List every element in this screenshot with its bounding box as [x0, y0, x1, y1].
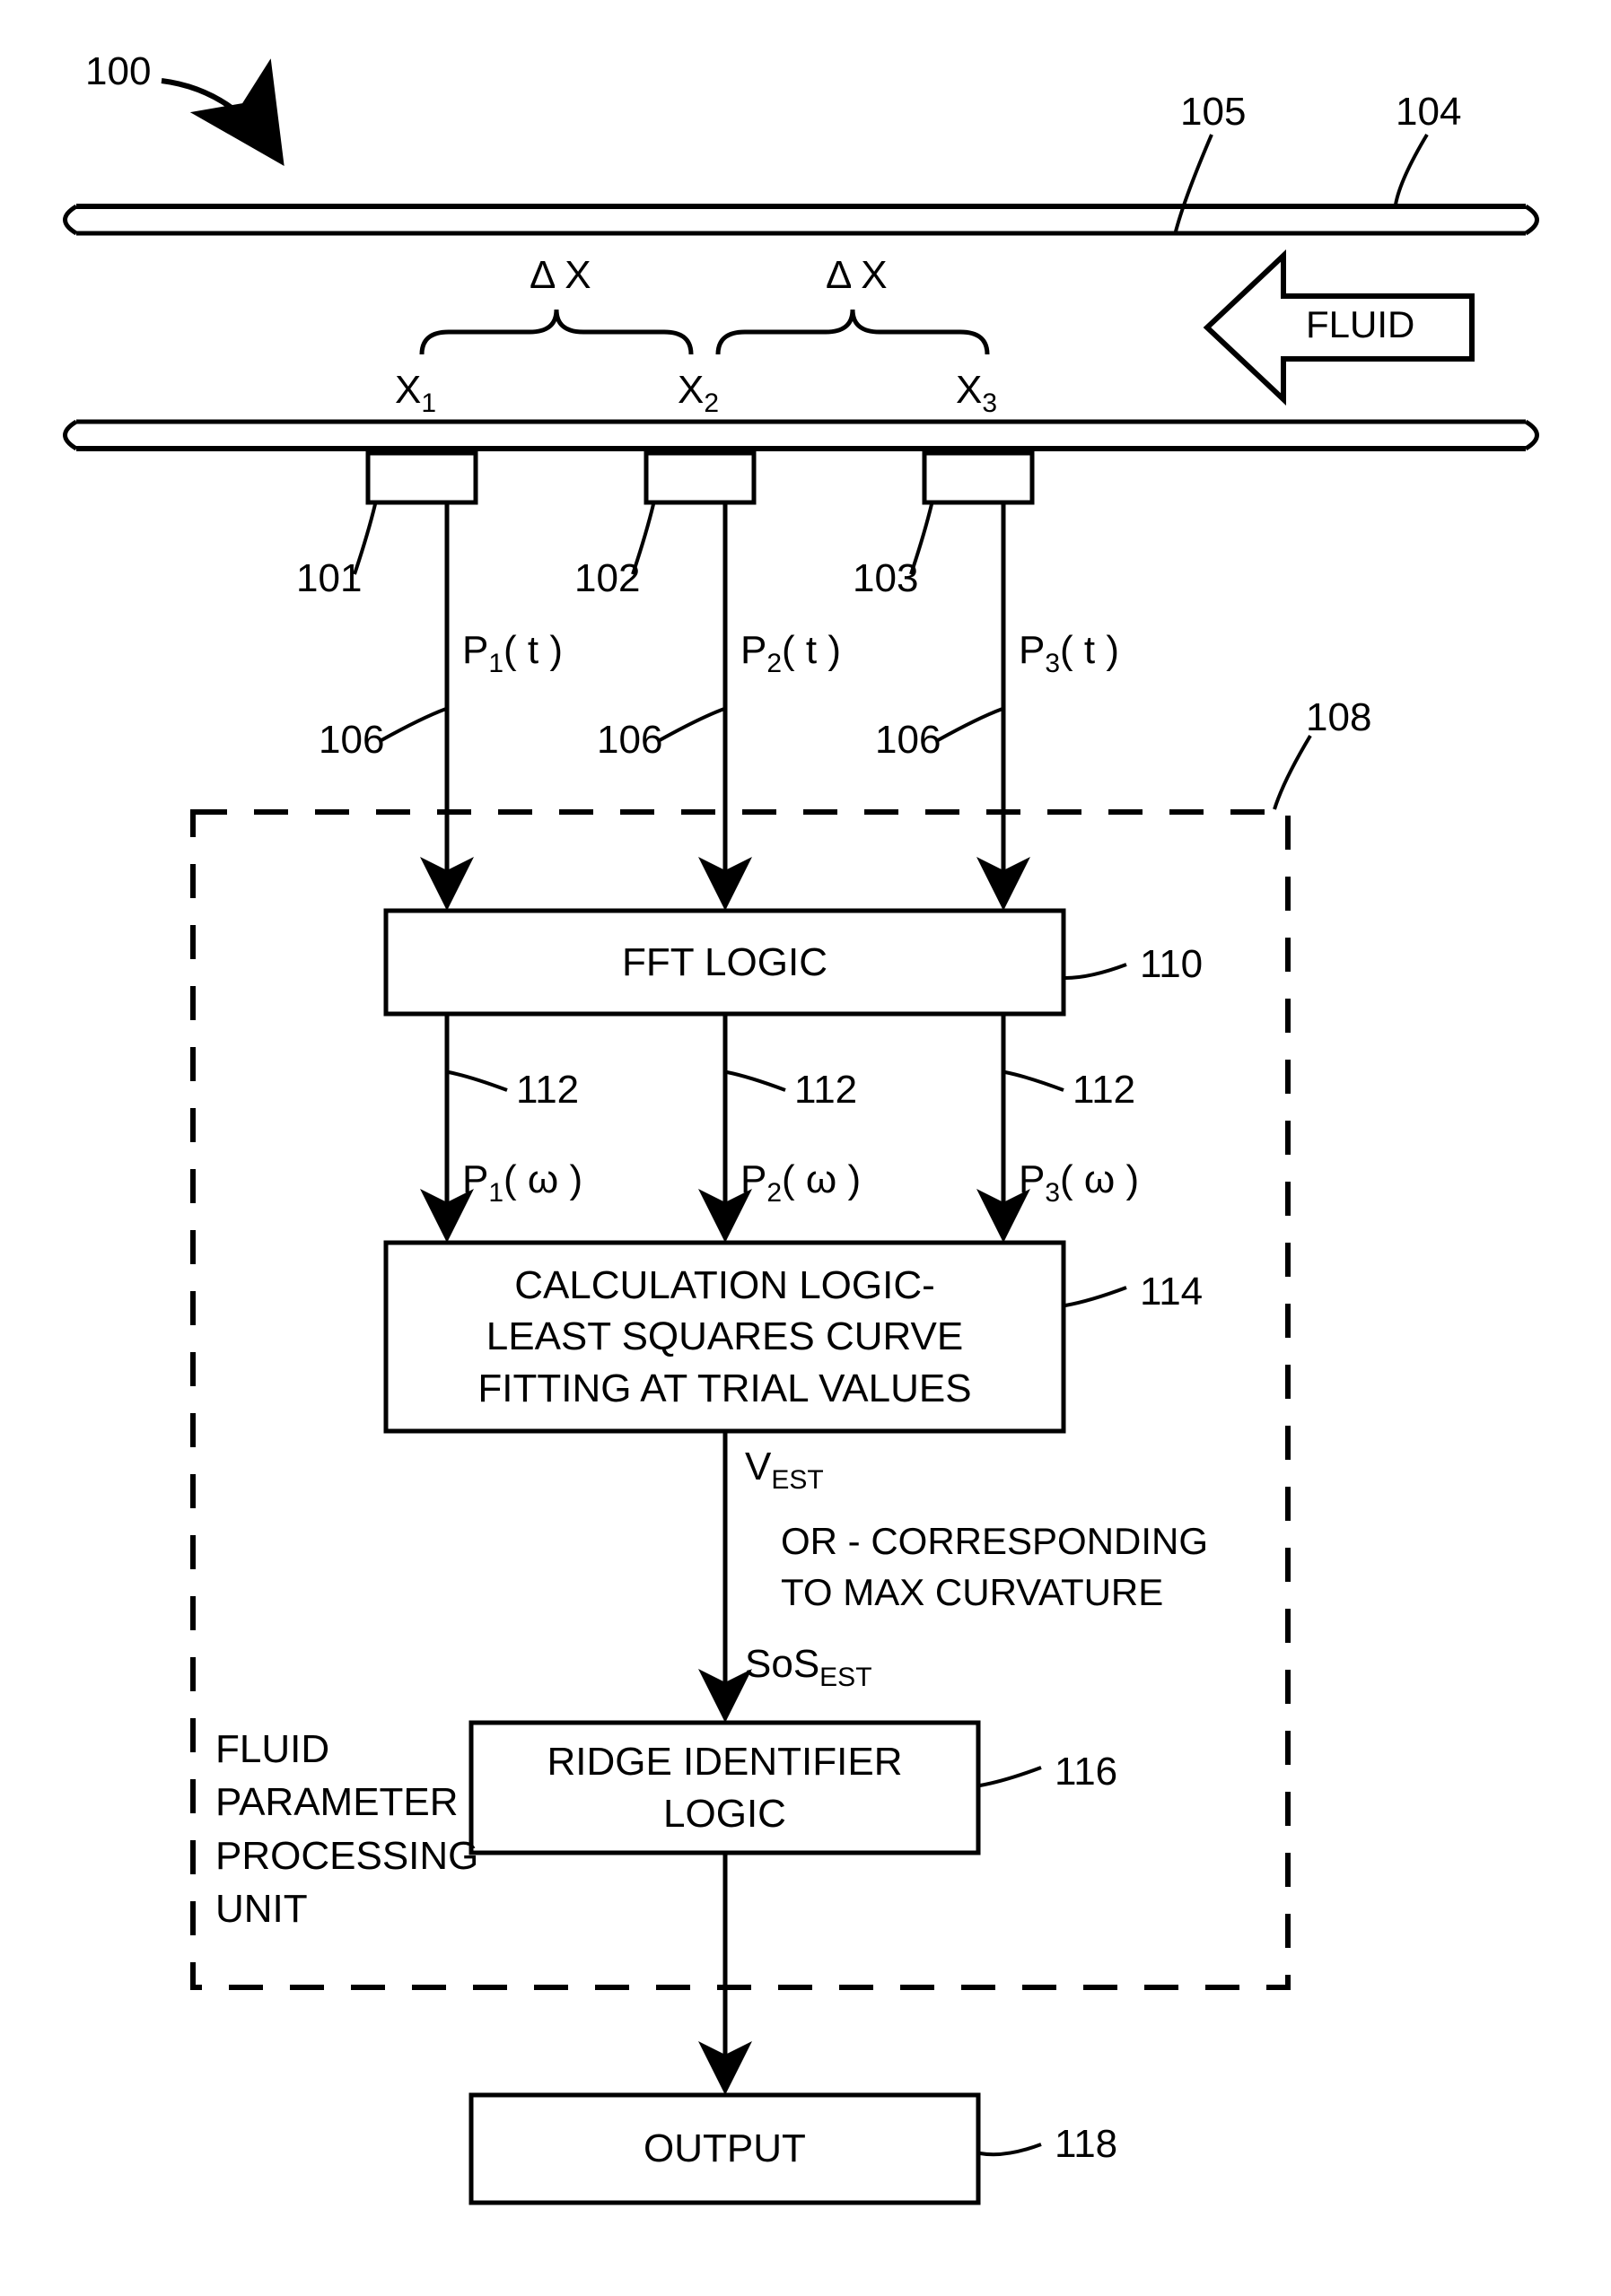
x1-label: X1 — [395, 368, 436, 419]
p1w-sub: 1 — [488, 1178, 503, 1208]
x3-label: X3 — [956, 368, 997, 419]
ridge-box-label: RIDGE IDENTIFIER LOGIC — [471, 1723, 978, 1853]
ref-101: 101 — [296, 556, 362, 601]
p1t-label: P1( t ) — [462, 628, 563, 679]
ref-105: 105 — [1180, 90, 1246, 135]
x2-label: X2 — [678, 368, 719, 419]
x2-base: X — [678, 368, 704, 412]
x2-sub: 2 — [704, 388, 719, 418]
or-corresponding-label: OR - CORRESPONDING TO MAX CURVATURE — [781, 1516, 1208, 1618]
ref-104: 104 — [1396, 90, 1461, 135]
p3t-base: P — [1019, 628, 1045, 672]
p2w-paren: ( ω ) — [782, 1157, 861, 1201]
p2t-base: P — [740, 628, 766, 672]
vest-label: VEST — [745, 1445, 824, 1496]
p1t-sub: 1 — [488, 649, 503, 678]
delta-x-1: Δ X — [530, 253, 591, 298]
ref-106-2: 106 — [597, 718, 662, 763]
sos-base: SoS — [745, 1642, 819, 1686]
ref-118: 118 — [1055, 2122, 1117, 2167]
diagram-canvas: 100 105 104 101 102 103 106 106 106 108 … — [0, 0, 1611, 2296]
ref-112-2: 112 — [794, 1068, 857, 1113]
sos-label: SoSEST — [745, 1642, 872, 1693]
ref-114: 114 — [1140, 1270, 1203, 1314]
delta-x-2: Δ X — [826, 253, 888, 298]
p1w-label: P1( ω ) — [462, 1157, 582, 1209]
p1t-paren: ( t ) — [503, 628, 563, 672]
p3w-label: P3( ω ) — [1019, 1157, 1139, 1209]
ref-112-3: 112 — [1073, 1068, 1135, 1113]
p2t-paren: ( t ) — [782, 628, 841, 672]
p2t-label: P2( t ) — [740, 628, 841, 679]
ref-103: 103 — [853, 556, 918, 601]
fluid-arrow-label: FLUID — [1306, 303, 1414, 346]
p3t-label: P3( t ) — [1019, 628, 1119, 679]
ref-108: 108 — [1306, 695, 1371, 740]
vest-base: V — [745, 1445, 771, 1488]
ref-110: 110 — [1140, 942, 1203, 987]
fft-box-label: FFT LOGIC — [386, 911, 1064, 1014]
ref-106-3: 106 — [875, 718, 941, 763]
x3-base: X — [956, 368, 982, 412]
p2w-base: P — [740, 1157, 766, 1201]
p1t-base: P — [462, 628, 488, 672]
p2w-sub: 2 — [766, 1178, 782, 1208]
p2t-sub: 2 — [766, 649, 782, 678]
p3t-paren: ( t ) — [1060, 628, 1119, 672]
p1w-paren: ( ω ) — [503, 1157, 582, 1201]
x1-sub: 1 — [421, 388, 436, 418]
p3w-sub: 3 — [1045, 1178, 1060, 1208]
p1w-base: P — [462, 1157, 488, 1201]
ref-112-1: 112 — [516, 1068, 579, 1113]
ref-116: 116 — [1055, 1750, 1117, 1794]
ref-100: 100 — [85, 49, 151, 94]
p2w-label: P2( ω ) — [740, 1157, 861, 1209]
x1-base: X — [395, 368, 421, 412]
sos-sub: EST — [819, 1663, 871, 1692]
x3-sub: 3 — [982, 388, 997, 418]
ref-106-1: 106 — [319, 718, 384, 763]
p3t-sub: 3 — [1045, 649, 1060, 678]
calc-box-label: CALCULATION LOGIC- LEAST SQUARES CURVE F… — [386, 1243, 1064, 1431]
p3w-paren: ( ω ) — [1060, 1157, 1139, 1201]
vest-sub: EST — [771, 1465, 823, 1495]
output-box-label: OUTPUT — [471, 2095, 978, 2203]
processing-unit-label: FLUID PARAMETER PROCESSING UNIT — [215, 1723, 478, 1936]
p3w-base: P — [1019, 1157, 1045, 1201]
ref-102: 102 — [574, 556, 640, 601]
